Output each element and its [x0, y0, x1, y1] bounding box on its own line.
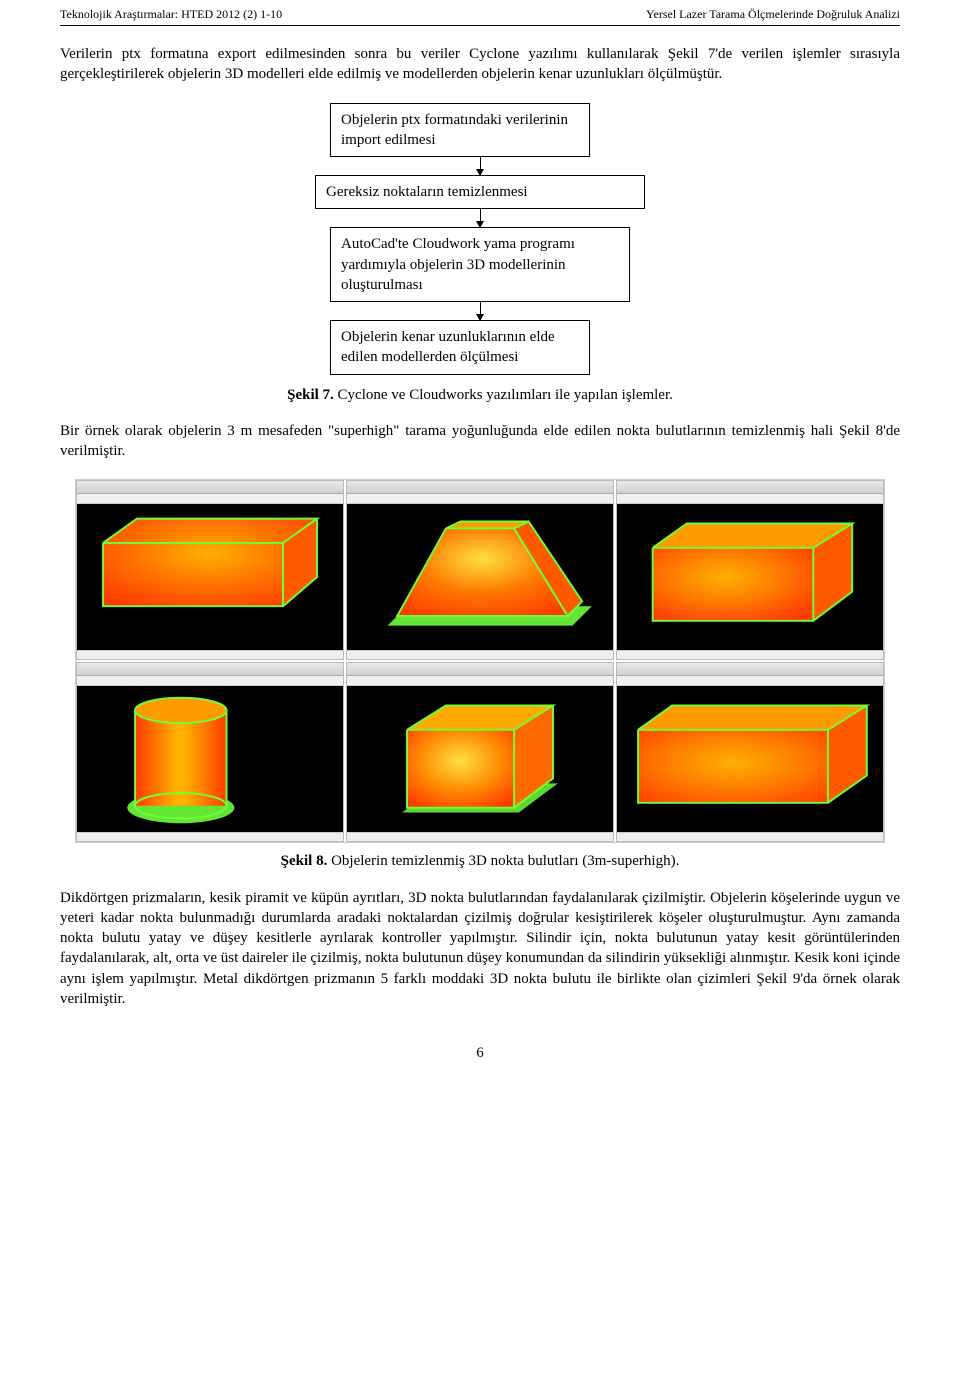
- pointcloud-panel-prism-metal: [616, 662, 884, 842]
- running-header: Teknolojik Araştırmalar: HTED 2012 (2) 1…: [60, 0, 900, 26]
- caption-fig7-text: Cyclone ve Cloudworks yazılımları ile ya…: [334, 387, 673, 403]
- pointcloud-shape-icon: [617, 686, 883, 832]
- pointcloud-shape-icon: [77, 686, 343, 832]
- pointcloud-shape-icon: [617, 504, 883, 650]
- panel-titlebar: [347, 663, 613, 676]
- header-left: Teknolojik Araştırmalar: HTED 2012 (2) 1…: [60, 6, 282, 22]
- pointcloud-shape-icon: [347, 686, 613, 832]
- pointcloud-panel-frustum: [346, 480, 614, 660]
- pointcloud-panel-prism-side: [616, 480, 884, 660]
- panel-titlebar: [77, 481, 343, 494]
- pointcloud-panel-cube: [346, 662, 614, 842]
- flow-node-import: Objelerin ptx formatındaki verilerinin i…: [330, 103, 590, 158]
- panel-toolbar: [347, 494, 613, 504]
- panel-statusbar: [77, 832, 343, 841]
- flow-node-measure: Objelerin kenar uzunluklarının elde edil…: [330, 320, 590, 375]
- panel-toolbar: [617, 494, 883, 504]
- flow-arrow-icon: [480, 302, 481, 320]
- panel-statusbar: [617, 650, 883, 659]
- panel-statusbar: [617, 832, 883, 841]
- header-right: Yersel Lazer Tarama Ölçmelerinde Doğrulu…: [646, 6, 900, 22]
- page-number: 6: [60, 1043, 900, 1063]
- paragraph-example: Bir örnek olarak objelerin 3 m mesafeden…: [60, 421, 900, 462]
- paragraph-discussion: Dikdörtgen prizmaların, kesik piramit ve…: [60, 888, 900, 1010]
- caption-fig8-label: Şekil 8.: [281, 853, 328, 869]
- flow-node-clean: Gereksiz noktaların temizlenmesi: [315, 175, 645, 209]
- pointcloud-shape-icon: [347, 504, 613, 650]
- panel-titlebar: [347, 481, 613, 494]
- pointcloud-shape-icon: [77, 504, 343, 650]
- panel-toolbar: [77, 494, 343, 504]
- panel-toolbar: [77, 676, 343, 686]
- panel-toolbar: [347, 676, 613, 686]
- pointcloud-panel-prism-long: [76, 480, 344, 660]
- panel-titlebar: [77, 663, 343, 676]
- panel-statusbar: [347, 650, 613, 659]
- panel-statusbar: [77, 650, 343, 659]
- caption-fig7-label: Şekil 7.: [287, 387, 334, 403]
- flowchart-fig7: Objelerin ptx formatındaki verilerinin i…: [310, 103, 650, 375]
- panel-titlebar: [617, 663, 883, 676]
- flow-arrow-icon: [480, 157, 481, 175]
- panel-toolbar: [617, 676, 883, 686]
- figure-8-grid: [75, 479, 885, 843]
- caption-fig8: Şekil 8. Objelerin temizlenmiş 3D nokta …: [60, 851, 900, 871]
- pointcloud-panel-cylinder: [76, 662, 344, 842]
- caption-fig8-text: Objelerin temizlenmiş 3D nokta bulutları…: [327, 853, 679, 869]
- panel-statusbar: [347, 832, 613, 841]
- panel-titlebar: [617, 481, 883, 494]
- paragraph-intro: Verilerin ptx formatına export edilmesin…: [60, 44, 900, 85]
- caption-fig7: Şekil 7. Cyclone ve Cloudworks yazılımla…: [60, 385, 900, 405]
- flow-node-model: AutoCad'te Cloudwork yama programı yardı…: [330, 227, 630, 302]
- flow-arrow-icon: [480, 209, 481, 227]
